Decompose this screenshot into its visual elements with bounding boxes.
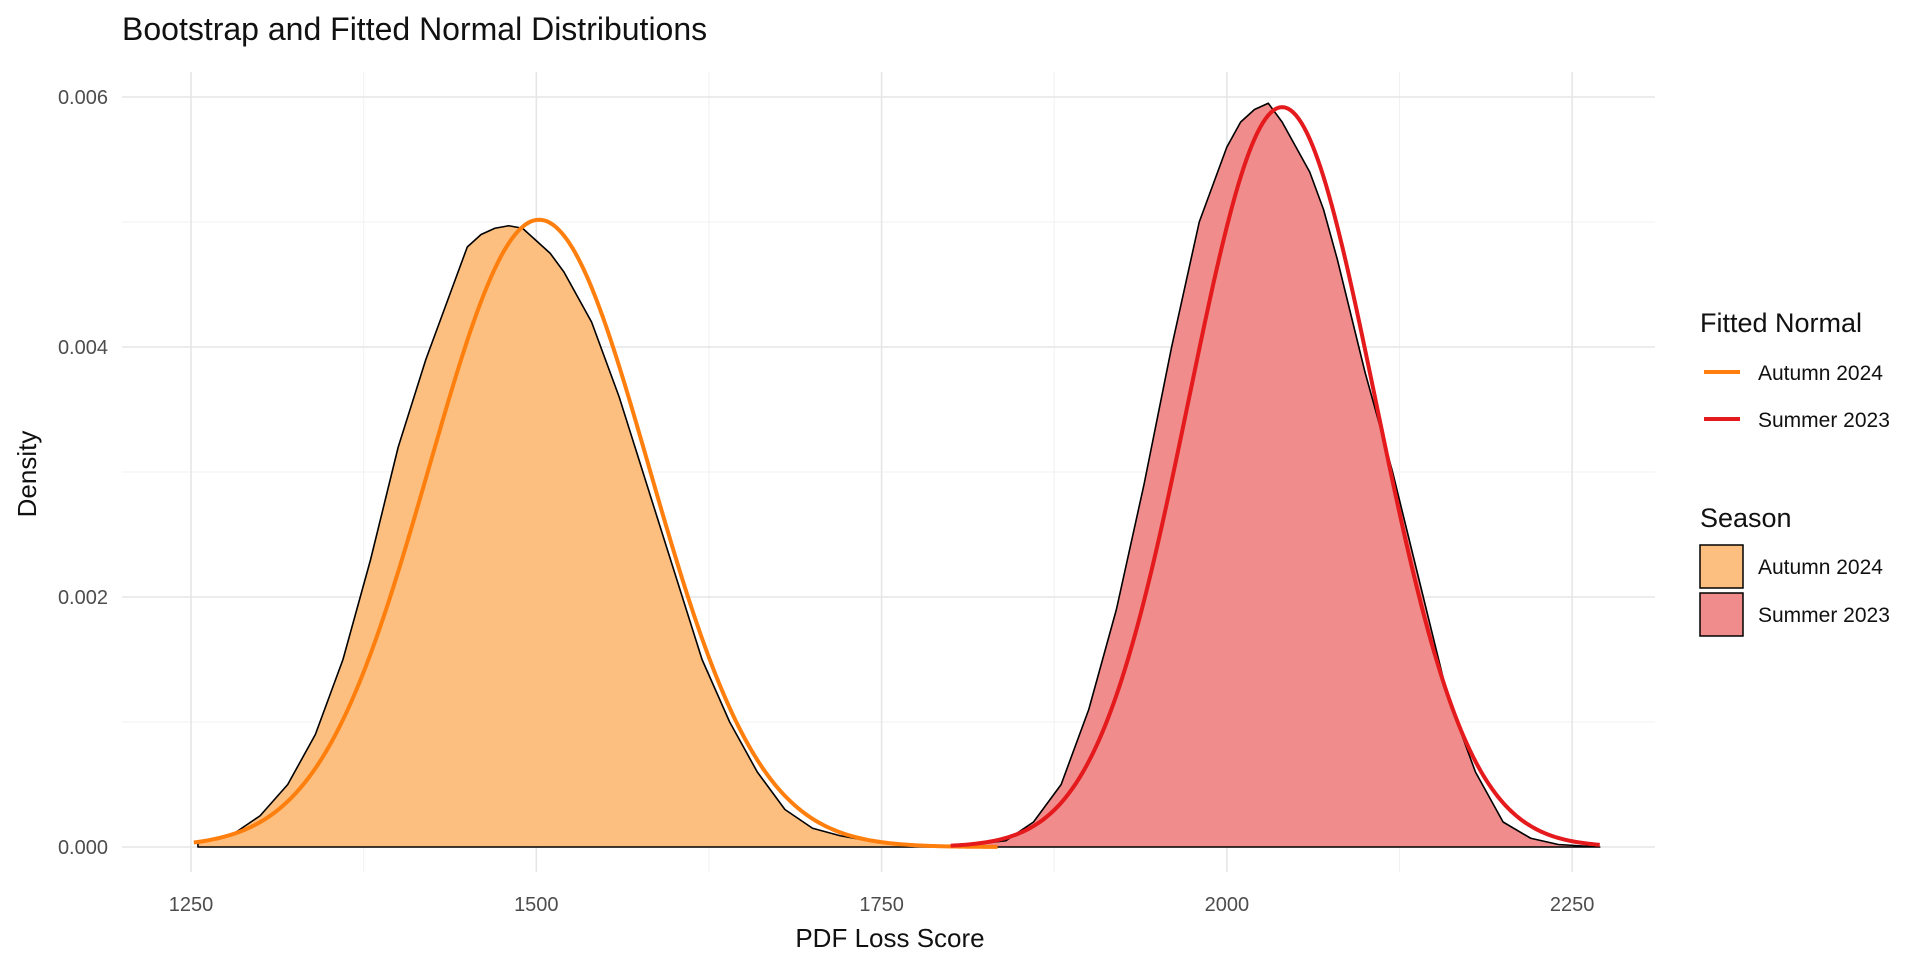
x-tick-label: 2250 bbox=[1550, 894, 1595, 916]
y-tick-label: 0.002 bbox=[58, 587, 108, 609]
x-tick-label: 1750 bbox=[859, 894, 904, 916]
legend-label: Summer 2023 bbox=[1758, 409, 1890, 432]
y-tick-label: 0.000 bbox=[58, 837, 108, 859]
legend-season: Season Autumn 2024 Summer 2023 bbox=[1699, 503, 1890, 637]
chart-title: Bootstrap and Fitted Normal Distribution… bbox=[122, 11, 707, 47]
density-area-summer-2023 bbox=[949, 102, 1601, 848]
y-tick-label: 0.006 bbox=[58, 87, 108, 109]
x-tick-label: 2000 bbox=[1205, 894, 1250, 916]
x-tick-label: 1500 bbox=[514, 894, 559, 916]
y-tick-label: 0.004 bbox=[58, 337, 108, 359]
legend-key-swatch bbox=[1699, 592, 1744, 637]
y-axis-ticks: 0.000 0.002 0.004 0.006 bbox=[58, 87, 108, 859]
x-tick-label: 1250 bbox=[169, 894, 214, 916]
fitted-normal-lines bbox=[193, 105, 1600, 849]
legend-fitted-normal: Fitted Normal Autumn 2024 Summer 2023 bbox=[1700, 308, 1890, 432]
fitted-line-autumn-2024 bbox=[193, 217, 998, 849]
x-axis-ticks: 1250 1500 1750 2000 2250 bbox=[169, 894, 1595, 916]
legend-label: Summer 2023 bbox=[1758, 604, 1890, 627]
fitted-line-summer-2023 bbox=[950, 105, 1600, 848]
density-area-autumn-2024 bbox=[197, 224, 952, 848]
legend-key-swatch bbox=[1699, 544, 1744, 589]
y-axis-title: Density bbox=[12, 431, 42, 518]
legend-title: Season bbox=[1700, 503, 1792, 533]
legend-label: Autumn 2024 bbox=[1758, 362, 1883, 385]
legend-label: Autumn 2024 bbox=[1758, 556, 1883, 579]
x-axis-title: PDF Loss Score bbox=[795, 923, 984, 953]
legend-title: Fitted Normal bbox=[1700, 308, 1862, 338]
